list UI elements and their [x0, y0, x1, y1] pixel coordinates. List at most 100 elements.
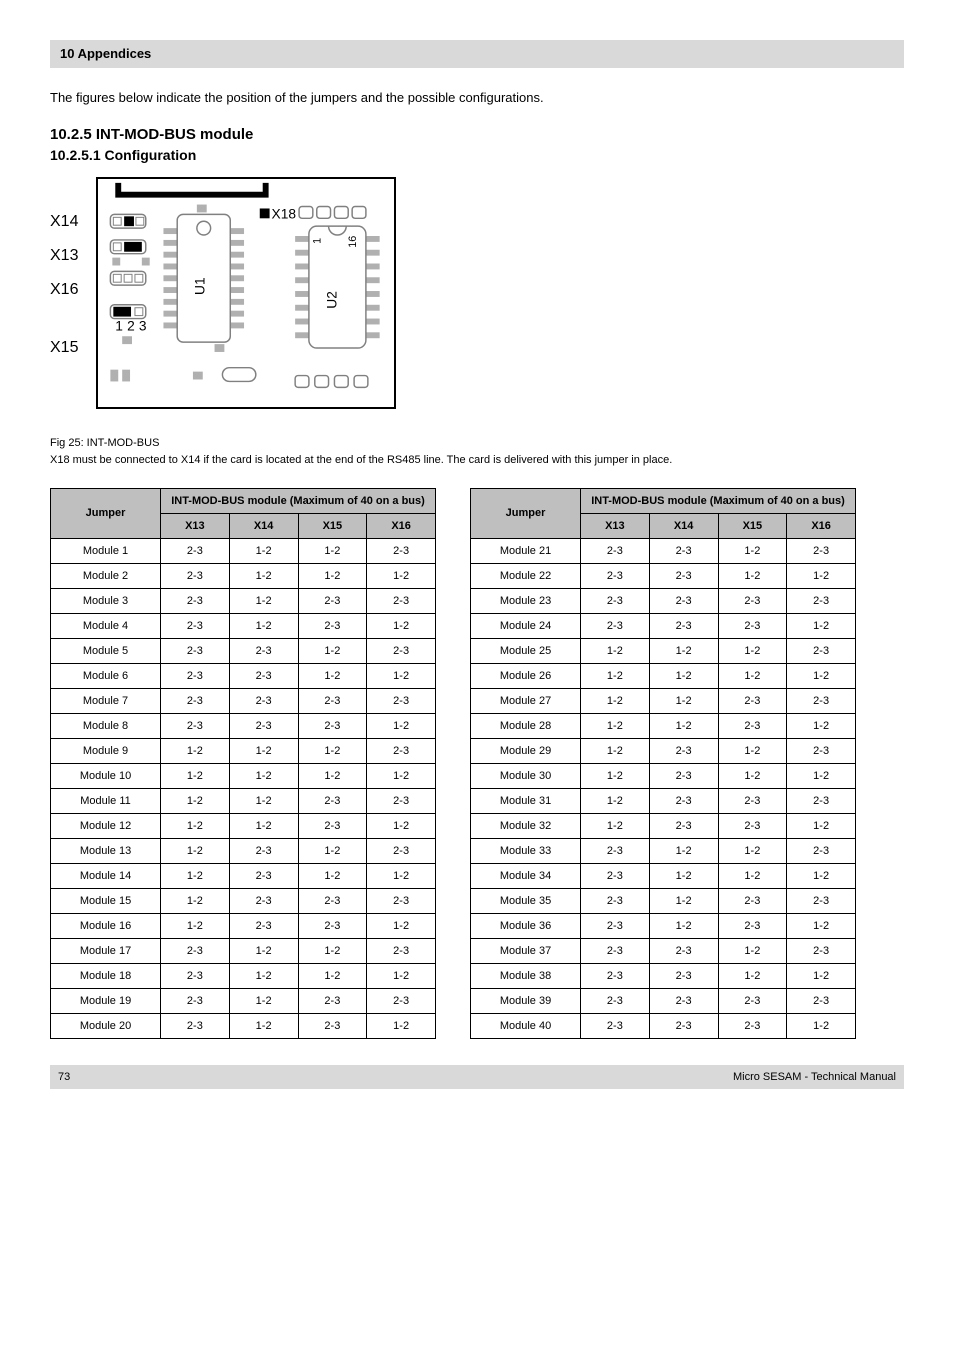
table-row: Module 111-21-22-32-3 — [51, 788, 436, 813]
cell: 2-3 — [298, 888, 367, 913]
cell: 2-3 — [229, 838, 298, 863]
row-label: Module 23 — [471, 588, 581, 613]
th-x16: X16 — [367, 513, 436, 538]
label-x14: X14 — [50, 213, 78, 237]
row-label: Module 37 — [471, 938, 581, 963]
cell: 2-3 — [298, 813, 367, 838]
cell: 1-2 — [718, 638, 787, 663]
table-row: Module 251-21-21-22-3 — [471, 638, 856, 663]
row-label: Module 15 — [51, 888, 161, 913]
cell: 1-2 — [229, 613, 298, 638]
cell: 2-3 — [161, 988, 230, 1013]
cell: 2-3 — [718, 813, 787, 838]
th-x13-r: X13 — [581, 513, 650, 538]
cell: 2-3 — [161, 963, 230, 988]
cell: 1-2 — [787, 763, 856, 788]
cell: 1-2 — [161, 888, 230, 913]
cell: 2-3 — [649, 813, 718, 838]
jumper-table-right: Jumper INT-MOD-BUS module (Maximum of 40… — [470, 488, 856, 1039]
th-mode: INT-MOD-BUS module (Maximum of 40 on a b… — [161, 488, 436, 513]
th-x14-r: X14 — [649, 513, 718, 538]
table-row: Module 121-21-22-31-2 — [51, 813, 436, 838]
cell: 1-2 — [367, 863, 436, 888]
u2-label: U2 — [325, 291, 340, 309]
cell: 2-3 — [649, 738, 718, 763]
cell: 1-2 — [787, 613, 856, 638]
cell: 2-3 — [367, 838, 436, 863]
cell: 1-2 — [649, 863, 718, 888]
cell: 2-3 — [649, 1013, 718, 1038]
cell: 2-3 — [229, 713, 298, 738]
table-row: Module 271-21-22-32-3 — [471, 688, 856, 713]
cell: 1-2 — [649, 888, 718, 913]
label-x16: X16 — [50, 281, 78, 305]
table-row: Module 52-32-31-22-3 — [51, 638, 436, 663]
cell: 2-3 — [718, 688, 787, 713]
section-title: 10.2.5 INT-MOD-BUS module — [50, 126, 904, 143]
cell: 1-2 — [298, 638, 367, 663]
table-row: Module 131-22-31-22-3 — [51, 838, 436, 863]
cell: 1-2 — [298, 538, 367, 563]
table-row: Module 352-31-22-32-3 — [471, 888, 856, 913]
th-x15: X15 — [298, 513, 367, 538]
th-x15-r: X15 — [718, 513, 787, 538]
row-label: Module 11 — [51, 788, 161, 813]
subsection-title: 10.2.5.1 Configuration — [50, 147, 904, 163]
cell: 2-3 — [581, 613, 650, 638]
u2-pin16: 16 — [348, 235, 360, 247]
cell: 1-2 — [229, 813, 298, 838]
cell: 2-3 — [367, 588, 436, 613]
table-row: Module 281-21-22-31-2 — [471, 713, 856, 738]
cell: 2-3 — [718, 588, 787, 613]
u1-label: U1 — [193, 277, 208, 295]
row-label: Module 39 — [471, 988, 581, 1013]
cell: 1-2 — [649, 838, 718, 863]
label-x15: X15 — [50, 339, 78, 363]
table-row: Module 22-31-21-21-2 — [51, 563, 436, 588]
cell: 1-2 — [581, 813, 650, 838]
cell: 1-2 — [298, 663, 367, 688]
cell: 1-2 — [229, 963, 298, 988]
cell: 2-3 — [649, 938, 718, 963]
cell: 1-2 — [161, 788, 230, 813]
diagram-side-labels: X14 X13 X16 X15 — [50, 177, 78, 363]
row-label: Module 28 — [471, 713, 581, 738]
cell: 2-3 — [367, 738, 436, 763]
cell: 2-3 — [367, 888, 436, 913]
cell: 1-2 — [718, 963, 787, 988]
table-row: Module 212-32-31-22-3 — [471, 538, 856, 563]
table-row: Module 151-22-32-32-3 — [51, 888, 436, 913]
cell: 2-3 — [229, 663, 298, 688]
cell: 2-3 — [649, 988, 718, 1013]
row-label: Module 27 — [471, 688, 581, 713]
row-label: Module 14 — [51, 863, 161, 888]
cell: 1-2 — [787, 863, 856, 888]
row-label: Module 5 — [51, 638, 161, 663]
cell: 1-2 — [161, 738, 230, 763]
cell: 1-2 — [787, 563, 856, 588]
row-label: Module 24 — [471, 613, 581, 638]
cell: 2-3 — [649, 788, 718, 813]
cell: 2-3 — [787, 988, 856, 1013]
cell: 2-3 — [581, 563, 650, 588]
table-row: Module 392-32-32-32-3 — [471, 988, 856, 1013]
cell: 1-2 — [787, 813, 856, 838]
cell: 1-2 — [649, 663, 718, 688]
cell: 1-2 — [229, 763, 298, 788]
cell: 2-3 — [581, 988, 650, 1013]
cell: 2-3 — [229, 863, 298, 888]
row-label: Module 18 — [51, 963, 161, 988]
cell: 2-3 — [161, 1013, 230, 1038]
cell: 2-3 — [581, 538, 650, 563]
cell: 2-3 — [367, 938, 436, 963]
table-row: Module 321-22-32-31-2 — [471, 813, 856, 838]
cell: 1-2 — [718, 538, 787, 563]
cell: 2-3 — [367, 988, 436, 1013]
cell: 2-3 — [718, 913, 787, 938]
jumper-table-left: Jumper INT-MOD-BUS module (Maximum of 40… — [50, 488, 436, 1039]
row-label: Module 32 — [471, 813, 581, 838]
cell: 2-3 — [718, 988, 787, 1013]
board-diagram: X14 X13 X16 X15 — [50, 177, 904, 409]
pin3: 3 — [139, 318, 147, 333]
cell: 1-2 — [298, 863, 367, 888]
